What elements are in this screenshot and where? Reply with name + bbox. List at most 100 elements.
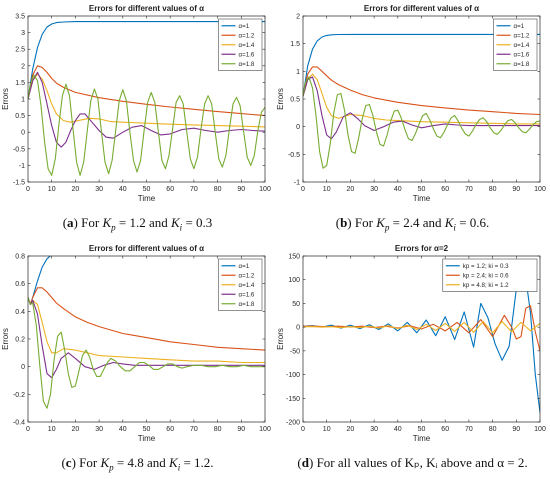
series-line-5	[28, 74, 265, 176]
caption-c: (c) For Kp = 4.8 and Ki = 1.2.	[61, 455, 214, 473]
caption-a-pre: For	[81, 215, 103, 230]
y-tick-label: 2.5	[15, 47, 25, 54]
legend-label-4: α=1.6	[239, 51, 255, 58]
y-tick-label: 1	[296, 69, 300, 76]
x-tick-label: 90	[237, 186, 245, 193]
caption-a-val2: = 0.3	[185, 215, 213, 230]
y-tick-label: 150	[288, 254, 300, 261]
legend-label-5: α=1.8	[514, 61, 530, 68]
y-tick-label: -1	[19, 163, 25, 170]
legend: α=1 α=1.2 α=1.4 α=1.6 α=1.8	[218, 18, 263, 71]
legend: α=1 α=1.2 α=1.4 α=1.6 α=1.8	[493, 18, 538, 71]
x-tick-label: 40	[119, 426, 127, 433]
x-tick-label: 90	[237, 426, 245, 433]
series-group	[303, 33, 540, 169]
caption-d-text: For all values of Kₚ, Kᵢ above and α = 2…	[316, 455, 528, 470]
chart-a-svg: Errors for different values of α0 10 20 30 4…	[1, 4, 271, 203]
x-tick-label: 0	[301, 186, 305, 193]
chart-title: Errors for α=2	[395, 244, 449, 253]
series-line-1	[28, 21, 265, 100]
y-tick-label: 0	[21, 364, 25, 371]
caption-c-post: .	[210, 455, 214, 470]
series-line-4	[303, 76, 540, 140]
chart-title: Errors for different values of α	[89, 4, 204, 13]
x-tick-label: 60	[441, 186, 449, 193]
legend-label-3: α=1.4	[239, 42, 255, 49]
x-tick-label: 60	[166, 426, 174, 433]
caption-b-pre: For	[354, 215, 377, 230]
caption-a: (a) For Kp = 1.2 and Ki = 0.3	[62, 215, 213, 233]
caption-b: (b) For Kp = 2.4 and Ki = 0.6.	[335, 215, 490, 233]
x-tick-label: 0	[301, 426, 305, 433]
y-tick-label: 1.5	[290, 41, 300, 48]
y-tick-label: -200	[286, 420, 300, 427]
x-tick-label: 0	[26, 186, 30, 193]
legend: kp = 1.2; ki = 0.3 kp = 2.4; ki = 0.6 kp =…	[442, 258, 538, 292]
x-tick-label: 50	[143, 426, 151, 433]
x-tick-label: 0	[26, 426, 30, 433]
x-tick-label: 10	[48, 186, 56, 193]
y-tick-label: 1.5	[15, 80, 25, 87]
y-tick-label: 0	[21, 130, 25, 137]
y-tick-label: 0.5	[290, 97, 300, 104]
caption-b-label: b	[340, 215, 348, 230]
caption-a-var2: K	[171, 215, 180, 230]
x-tick-label: 90	[512, 426, 520, 433]
x-tick-label: 30	[370, 186, 378, 193]
caption-c-mid: and	[143, 455, 170, 470]
x-axis-label: Time	[138, 194, 156, 203]
x-tick-label: 80	[214, 186, 222, 193]
y-tick-label: 2	[296, 14, 300, 21]
series-line-5	[303, 76, 540, 169]
legend-label-1: kp = 1.2; ki = 0.3	[463, 263, 509, 270]
y-tick-label: 0.2	[15, 337, 25, 344]
x-tick-label: 20	[347, 426, 355, 433]
x-tick-label: 10	[323, 426, 331, 433]
chart-panel-a: Errors for different values of α 0 10 20 30 4…	[0, 0, 275, 214]
y-tick-label: -1	[294, 180, 300, 187]
caption-c-var2: K	[169, 455, 178, 470]
series-line-5	[28, 297, 265, 409]
legend-label-1: α=1	[239, 23, 250, 30]
legend-label-2: α=1.2	[239, 32, 255, 39]
chart-title: Errors for different values of α	[89, 244, 204, 253]
legend-label-2: α=1.2	[239, 272, 255, 279]
series-line-4	[28, 297, 265, 379]
x-tick-label: 70	[465, 186, 473, 193]
legend-label-4: α=1.6	[514, 51, 530, 58]
y-tick-label: -0.5	[13, 146, 25, 153]
x-tick-label: 70	[190, 426, 198, 433]
caption-a-var1: K	[102, 215, 112, 230]
y-tick-label: 3	[21, 30, 25, 37]
series-line-1	[303, 33, 540, 97]
series-line-3	[28, 297, 265, 364]
legend-label-3: α=1.4	[239, 282, 255, 289]
y-tick-label: 100	[288, 277, 300, 284]
y-tick-label: -0.2	[13, 392, 25, 399]
caption-a-sub2: i	[179, 222, 183, 233]
x-tick-label: 30	[95, 426, 103, 433]
caption-c-label: c	[65, 455, 72, 470]
series-group	[28, 256, 265, 409]
chart-d-svg: Errors for α=2 0 10 20 30 40 50 60 70 80 90 100 -200…	[276, 244, 546, 443]
series-line-2	[303, 66, 540, 116]
y-axis-label: Errors	[1, 328, 10, 350]
x-axis-label: Time	[413, 434, 431, 443]
series-group	[28, 21, 265, 176]
legend-label-3: α=1.4	[514, 42, 530, 49]
x-tick-label: 80	[489, 426, 497, 433]
y-tick-label: -1.5	[13, 180, 25, 187]
y-tick-label: 0	[296, 325, 300, 332]
caption-c-sub1: p	[109, 462, 114, 473]
x-tick-label: 100	[534, 186, 546, 193]
legend-label-2: kp = 2.4; ki = 0.6	[463, 272, 509, 279]
legend: α=1 α=1.2 α=1.4 α=1.6 α=1.8	[218, 258, 263, 311]
y-tick-label: 0.6	[15, 281, 25, 288]
caption-b-mid: and	[419, 215, 445, 230]
x-axis-label: Time	[138, 434, 156, 443]
series-line-4	[28, 71, 265, 148]
series-group	[303, 260, 540, 413]
x-tick-label: 60	[166, 186, 174, 193]
series-line-3	[303, 73, 540, 125]
x-tick-label: 90	[512, 186, 520, 193]
